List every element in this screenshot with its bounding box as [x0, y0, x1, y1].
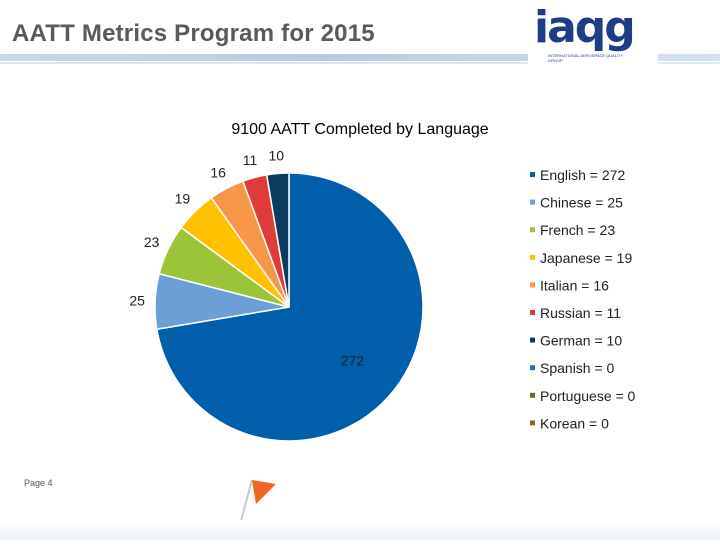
legend-item-german: German = 10 [540, 333, 622, 349]
legend-item-spanish: Spanish = 0 [540, 360, 615, 376]
legend-swatch-german [530, 337, 535, 343]
pie-slice-english [156, 172, 424, 442]
legend-swatch-korean [530, 420, 535, 426]
legend-swatch-italian [530, 282, 535, 288]
pie-slice-german [265, 172, 290, 308]
legend-item-japanese: Japanese = 19 [540, 250, 632, 266]
iaqg-logo: iaqg INTERNATIONAL AEROSPACE QUALITY GRO… [528, 0, 658, 70]
title-rule-secondary [0, 62, 720, 64]
data-label-german: 10 [269, 148, 285, 164]
slide-header: AATT Metrics Program for 2015 iaqg INTER… [0, 0, 720, 75]
title-rule [0, 54, 720, 61]
legend-swatch-russian [530, 310, 535, 315]
data-label-russian: 11 [243, 152, 258, 168]
legend-swatch-french [530, 227, 535, 233]
data-label-chinese: 25 [129, 293, 145, 309]
legend-swatch-english [530, 172, 535, 177]
data-label-english: 272 [341, 353, 365, 369]
legend-swatch-chinese [530, 199, 535, 205]
chart-title: 9100 AATT Completed by Language [231, 121, 488, 138]
legend-item-korean: Korean = 0 [540, 415, 609, 431]
logo-mark: iaqg [534, 2, 636, 53]
data-label-japanese: 19 [175, 191, 191, 207]
pie-slices [154, 172, 424, 442]
legend-item-portuguese: Portuguese = 0 [540, 388, 636, 404]
legend-item-french: French = 23 [540, 222, 615, 238]
legend-swatch-spanish [530, 365, 535, 371]
legend-swatch-portuguese [530, 392, 535, 398]
legend-item-english: English = 272 [540, 167, 625, 183]
footer-band [0, 520, 720, 540]
legend-swatch-japanese [530, 254, 535, 260]
legend-item-chinese: Chinese = 25 [540, 195, 623, 211]
legend-item-russian: Russian = 11 [540, 305, 621, 321]
data-label-french: 23 [144, 234, 160, 250]
data-label-italian: 16 [210, 165, 226, 181]
chart-legend: English = 272 Chinese = 25 French = 23 Japa… [530, 167, 636, 431]
slide-title: AATT Metrics Program for 2015 [12, 20, 375, 47]
legend-item-italian: Italian = 16 [540, 277, 609, 293]
logo-subtitle: INTERNATIONAL AEROSPACE QUALITY GROUP [548, 53, 624, 63]
page-number: Page 4 [24, 478, 53, 488]
pie-data-labels: 272 25 23 19 16 11 10 [129, 148, 364, 369]
